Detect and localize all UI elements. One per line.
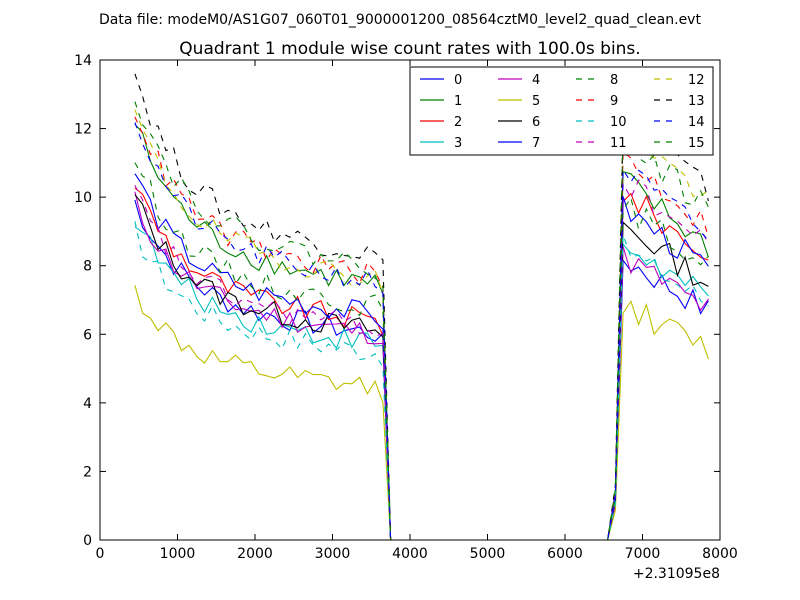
legend-label-1: 1 <box>454 94 462 109</box>
series-line-6 <box>134 194 709 541</box>
legend-label-4: 4 <box>532 73 540 88</box>
legend-label-10: 10 <box>610 115 627 130</box>
legend-label-13: 13 <box>688 94 705 109</box>
x-tick-label: 5000 <box>470 546 506 562</box>
y-tick-label: 8 <box>83 259 92 275</box>
chart-suptitle: Data file: modeM0/AS1G07_060T01_90000012… <box>99 12 701 28</box>
x-tick-label: 6000 <box>547 546 583 562</box>
y-tick-label: 4 <box>83 396 92 412</box>
legend-label-15: 15 <box>688 136 705 151</box>
legend-label-3: 3 <box>454 136 462 151</box>
series-line-15 <box>134 101 709 541</box>
y-tick-label: 6 <box>83 327 92 343</box>
x-tick-label: 8000 <box>702 546 738 562</box>
x-tick-label: 1000 <box>160 546 196 562</box>
series-line-8 <box>134 162 709 541</box>
y-tick-label: 12 <box>74 122 92 138</box>
legend-label-6: 6 <box>532 115 540 130</box>
x-tick-label: 0 <box>96 546 105 562</box>
x-tick-label: 7000 <box>625 546 661 562</box>
x-tick-label: 3000 <box>315 546 351 562</box>
legend-label-12: 12 <box>688 73 705 88</box>
legend-label-8: 8 <box>610 73 618 88</box>
series-line-10 <box>134 221 709 541</box>
legend-label-14: 14 <box>688 115 705 130</box>
legend-label-5: 5 <box>532 94 540 109</box>
legend-label-9: 9 <box>610 94 618 109</box>
y-tick-label: 10 <box>74 190 92 206</box>
x-tick-label: 4000 <box>392 546 428 562</box>
legend-label-0: 0 <box>454 73 462 88</box>
legend-label-11: 11 <box>610 136 627 151</box>
y-tick-label: 2 <box>83 464 92 480</box>
legend-label-2: 2 <box>454 115 462 130</box>
ticks-layer: 0 1000 2000 3000 4000 5000 6000 7000 80000246810… <box>74 53 738 562</box>
x-offset-label: +2.31095e8 <box>633 566 720 582</box>
chart-title: Quadrant 1 module wise count rates with … <box>179 39 640 59</box>
legend-box <box>409 66 714 156</box>
x-tick-label: 2000 <box>237 546 273 562</box>
legend-label-7: 7 <box>532 136 540 151</box>
y-tick-label: 14 <box>74 53 92 69</box>
y-tick-label: 0 <box>83 533 92 549</box>
